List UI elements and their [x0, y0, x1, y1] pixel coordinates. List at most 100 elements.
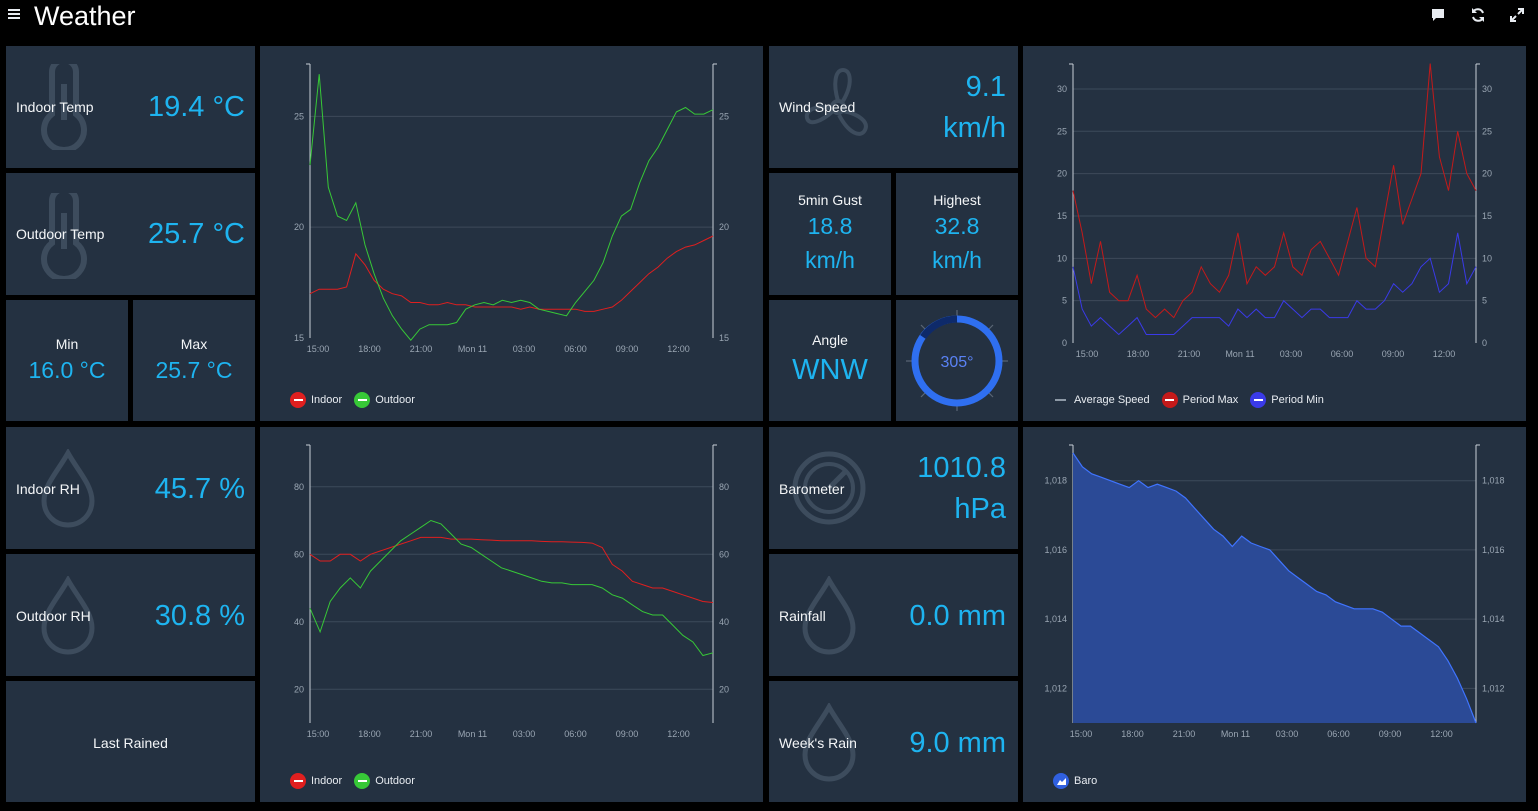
week-rain-label: Week's Rain: [779, 735, 857, 751]
x-tick-label: 21:00: [410, 729, 433, 739]
baro-area: [1073, 453, 1476, 723]
indoor-temp-card: Indoor Temp 19.4 °C: [6, 46, 255, 168]
legend-item-indoor[interactable]: Indoor: [290, 392, 342, 408]
wind-speed-unit: km/h: [943, 112, 1006, 144]
barometer-unit: hPa: [954, 493, 1006, 525]
legend-item-outdoor[interactable]: Outdoor: [354, 773, 415, 789]
x-tick-label: 21:00: [1178, 349, 1201, 359]
indoor-line: [309, 235, 714, 312]
x-tick-label: Mon 11: [1225, 349, 1254, 359]
legend-item-outdoor[interactable]: Outdoor: [354, 392, 415, 408]
y-tick-label-left: 40: [294, 617, 304, 627]
indoor-rh-card: Indoor RH 45.7 %: [6, 427, 255, 549]
legend-item-indoor[interactable]: Indoor: [290, 773, 342, 789]
y-tick-label-right: 30: [1482, 84, 1492, 94]
fan-icon: [804, 67, 868, 136]
min-temp-label: Min: [55, 336, 79, 352]
min-temp-value: 16.0 °C: [28, 357, 106, 383]
x-tick-label: 12:00: [1433, 349, 1456, 359]
x-tick-label: Mon 11: [1221, 729, 1250, 739]
gust-value: 18.8: [807, 213, 853, 239]
x-tick-label: 03:00: [1280, 349, 1303, 359]
x-tick-label: 06:00: [564, 729, 587, 739]
y-tick-label-right: 5: [1482, 296, 1487, 306]
legend-item-period-max[interactable]: Period Max: [1161, 392, 1239, 408]
menu-icon[interactable]: [8, 7, 20, 21]
x-tick-label: 12:00: [667, 729, 690, 739]
wind-chart[interactable]: 0 0 5 5 10 10 15 15 20 20 25 25 30 30 15:00 18:00 21:00 M…: [1023, 46, 1526, 386]
x-tick-label: 09:00: [616, 729, 639, 739]
y-tick-label-left: 1,014: [1044, 614, 1067, 624]
period-max-swatch: [1161, 392, 1178, 408]
legend-item-average-speed[interactable]: Average Speed: [1055, 394, 1150, 406]
gauge-icon: [792, 451, 866, 525]
legend-label: Period Min: [1271, 394, 1324, 406]
y-tick-label-right: 25: [719, 111, 729, 121]
compass-card: 305°: [896, 300, 1018, 421]
legend-item-baro[interactable]: Baro: [1053, 773, 1097, 789]
baro-line: [1072, 452, 1477, 724]
last-rained-card: Last Rained: [6, 681, 255, 802]
y-tick-label-right: 1,016: [1482, 545, 1505, 555]
temperature-chart[interactable]: 15 15 20 20 25 25 15:00 18:00 21:00 Mon 11 03:00 06…: [260, 46, 763, 386]
indoor-temp-label: Indoor Temp: [16, 99, 94, 115]
y-tick-label-right: 10: [1482, 253, 1492, 263]
y-tick-label-left: 5: [1062, 296, 1067, 306]
y-tick-label-right: 15: [1482, 211, 1492, 221]
highest-unit: km/h: [932, 247, 982, 273]
legend-label: Average Speed: [1074, 394, 1150, 406]
y-tick-label-right: 25: [1482, 126, 1492, 136]
y-tick-label-left: 25: [1057, 126, 1067, 136]
min-temp-card: Min 16.0 °C: [6, 300, 128, 421]
legend-item-period-min[interactable]: Period Min: [1250, 392, 1324, 408]
legend-label: Indoor: [311, 394, 343, 406]
baro-swatch: [1053, 773, 1069, 789]
legend-label: Period Max: [1182, 394, 1239, 406]
y-tick-label-left: 10: [1057, 253, 1067, 263]
indoor-rh-value: 45.7 %: [154, 473, 245, 505]
outdoor-swatch: [354, 773, 371, 789]
last-rained-label: Last Rained: [93, 735, 168, 751]
barometer-chart[interactable]: 1,012 1,012 1,014 1,014 1,016 1,016 1,018 1,018…: [1023, 427, 1526, 767]
highest-value: 32.8: [934, 213, 980, 239]
x-tick-label: 18:00: [1127, 349, 1150, 359]
y-tick-label-right: 1,018: [1482, 476, 1505, 486]
y-tick-label-right: 20: [719, 222, 729, 232]
outdoor-temp-card: Outdoor Temp 25.7 °C: [6, 173, 255, 295]
area-icon: [1056, 777, 1066, 785]
gust-unit: km/h: [805, 247, 855, 273]
temperature-chart-legend: Indoor Outdoor: [290, 392, 427, 408]
week-rain-card: Week's Rain 9.0 mm: [769, 681, 1018, 802]
x-tick-label: 09:00: [1379, 729, 1402, 739]
thermometer-icon: [41, 64, 87, 150]
indoor-temp-value: 19.4 °C: [147, 91, 245, 123]
x-tick-label: 21:00: [1173, 729, 1196, 739]
outdoor-line: [309, 74, 714, 341]
y-tick-label-left: 15: [294, 333, 304, 343]
y-tick-label-left: 30: [1057, 84, 1067, 94]
y-tick-label-left: 1,016: [1044, 545, 1067, 555]
angle-card: Angle WNW: [769, 300, 891, 421]
max-temp-value: 25.7 °C: [155, 357, 233, 383]
fullscreen-icon[interactable]: [1509, 7, 1525, 23]
humidity-chart[interactable]: 20 20 40 40 60 60 80 80 15:00 18:00 21:00 Mon 11 03:…: [260, 427, 763, 767]
water-drop-icon: [802, 703, 856, 782]
compass-gauge: 305°: [906, 310, 1008, 411]
x-tick-label: 15:00: [307, 729, 330, 739]
y-tick-label-left: 20: [294, 222, 304, 232]
x-tick-label: 06:00: [564, 344, 587, 354]
comment-icon[interactable]: [1430, 7, 1446, 23]
y-tick-label-right: 15: [719, 333, 729, 343]
indoor-rh-label: Indoor RH: [16, 481, 80, 497]
y-tick-label-left: 25: [294, 111, 304, 121]
y-tick-label-right: 60: [719, 549, 729, 559]
y-tick-label-right: 0: [1482, 338, 1487, 348]
outdoor-temp-value: 25.7 °C: [147, 218, 245, 250]
y-tick-label-left: 60: [294, 549, 304, 559]
barometer-chart-legend: Baro: [1053, 773, 1109, 789]
refresh-icon[interactable]: [1470, 7, 1486, 23]
wind-speed-card: Wind Speed 9.1 km/h: [769, 46, 1018, 168]
legend-label: Outdoor: [375, 394, 415, 406]
x-tick-label: 18:00: [1121, 729, 1144, 739]
thermometer-icon: [41, 193, 87, 279]
